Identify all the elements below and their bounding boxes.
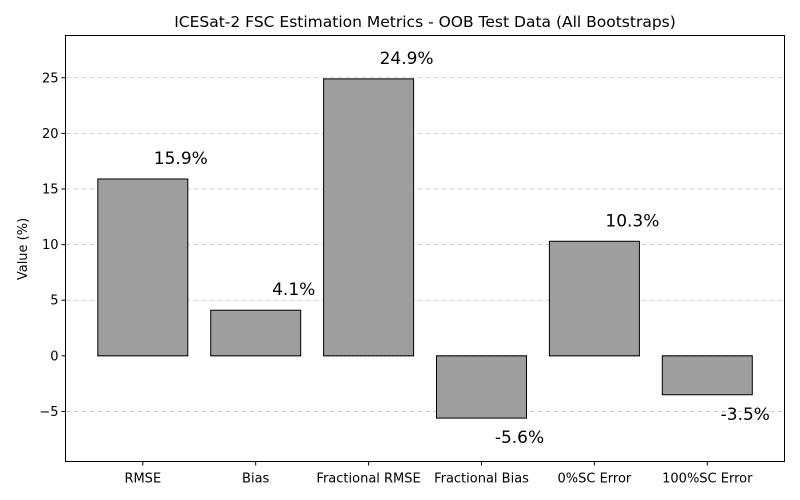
chart-title: ICESat-2 FSC Estimation Metrics - OOB Te…: [174, 13, 676, 31]
y-tick-label: −5: [39, 405, 58, 420]
bar: [323, 78, 415, 357]
x-tick-label: 100%SC Error: [662, 472, 753, 487]
data-labels: 15.9% 4.1% 24.9% -5.6% 10.3% -3.5%: [154, 49, 770, 448]
x-tick-label: 0%SC Error: [558, 472, 632, 487]
data-label: 15.9%: [154, 149, 208, 169]
y-tick-label: 15: [42, 182, 59, 197]
bar: [661, 355, 753, 396]
data-label: 10.3%: [605, 211, 659, 231]
y-axis-ticks: −5 0 5 10 15 20 25: [39, 71, 66, 420]
y-tick-label: 25: [42, 71, 59, 86]
x-tick-label: Fractional Bias: [434, 472, 529, 487]
y-tick-label: 10: [42, 238, 59, 253]
plot-frame: [65, 35, 785, 462]
bars: [97, 78, 753, 419]
data-label: 4.1%: [272, 280, 315, 300]
x-axis-ticks: RMSE Bias Fractional RMSE Fractional Bias 0%…: [124, 461, 753, 487]
bar: [548, 240, 640, 357]
x-tick-label: Fractional RMSE: [316, 472, 420, 487]
x-tick-label: RMSE: [124, 472, 161, 487]
data-label: -5.6%: [495, 428, 544, 448]
bar: [97, 178, 189, 357]
y-tick-label: 20: [42, 127, 59, 142]
y-tick-label: 5: [50, 294, 58, 309]
bar: [436, 355, 527, 419]
data-label: 24.9%: [380, 49, 434, 69]
bar: [210, 309, 302, 357]
y-axis-label: Value (%): [16, 218, 31, 280]
data-label: -3.5%: [721, 405, 770, 425]
x-tick-label: Bias: [242, 472, 269, 487]
y-tick-label: 0: [50, 349, 58, 364]
